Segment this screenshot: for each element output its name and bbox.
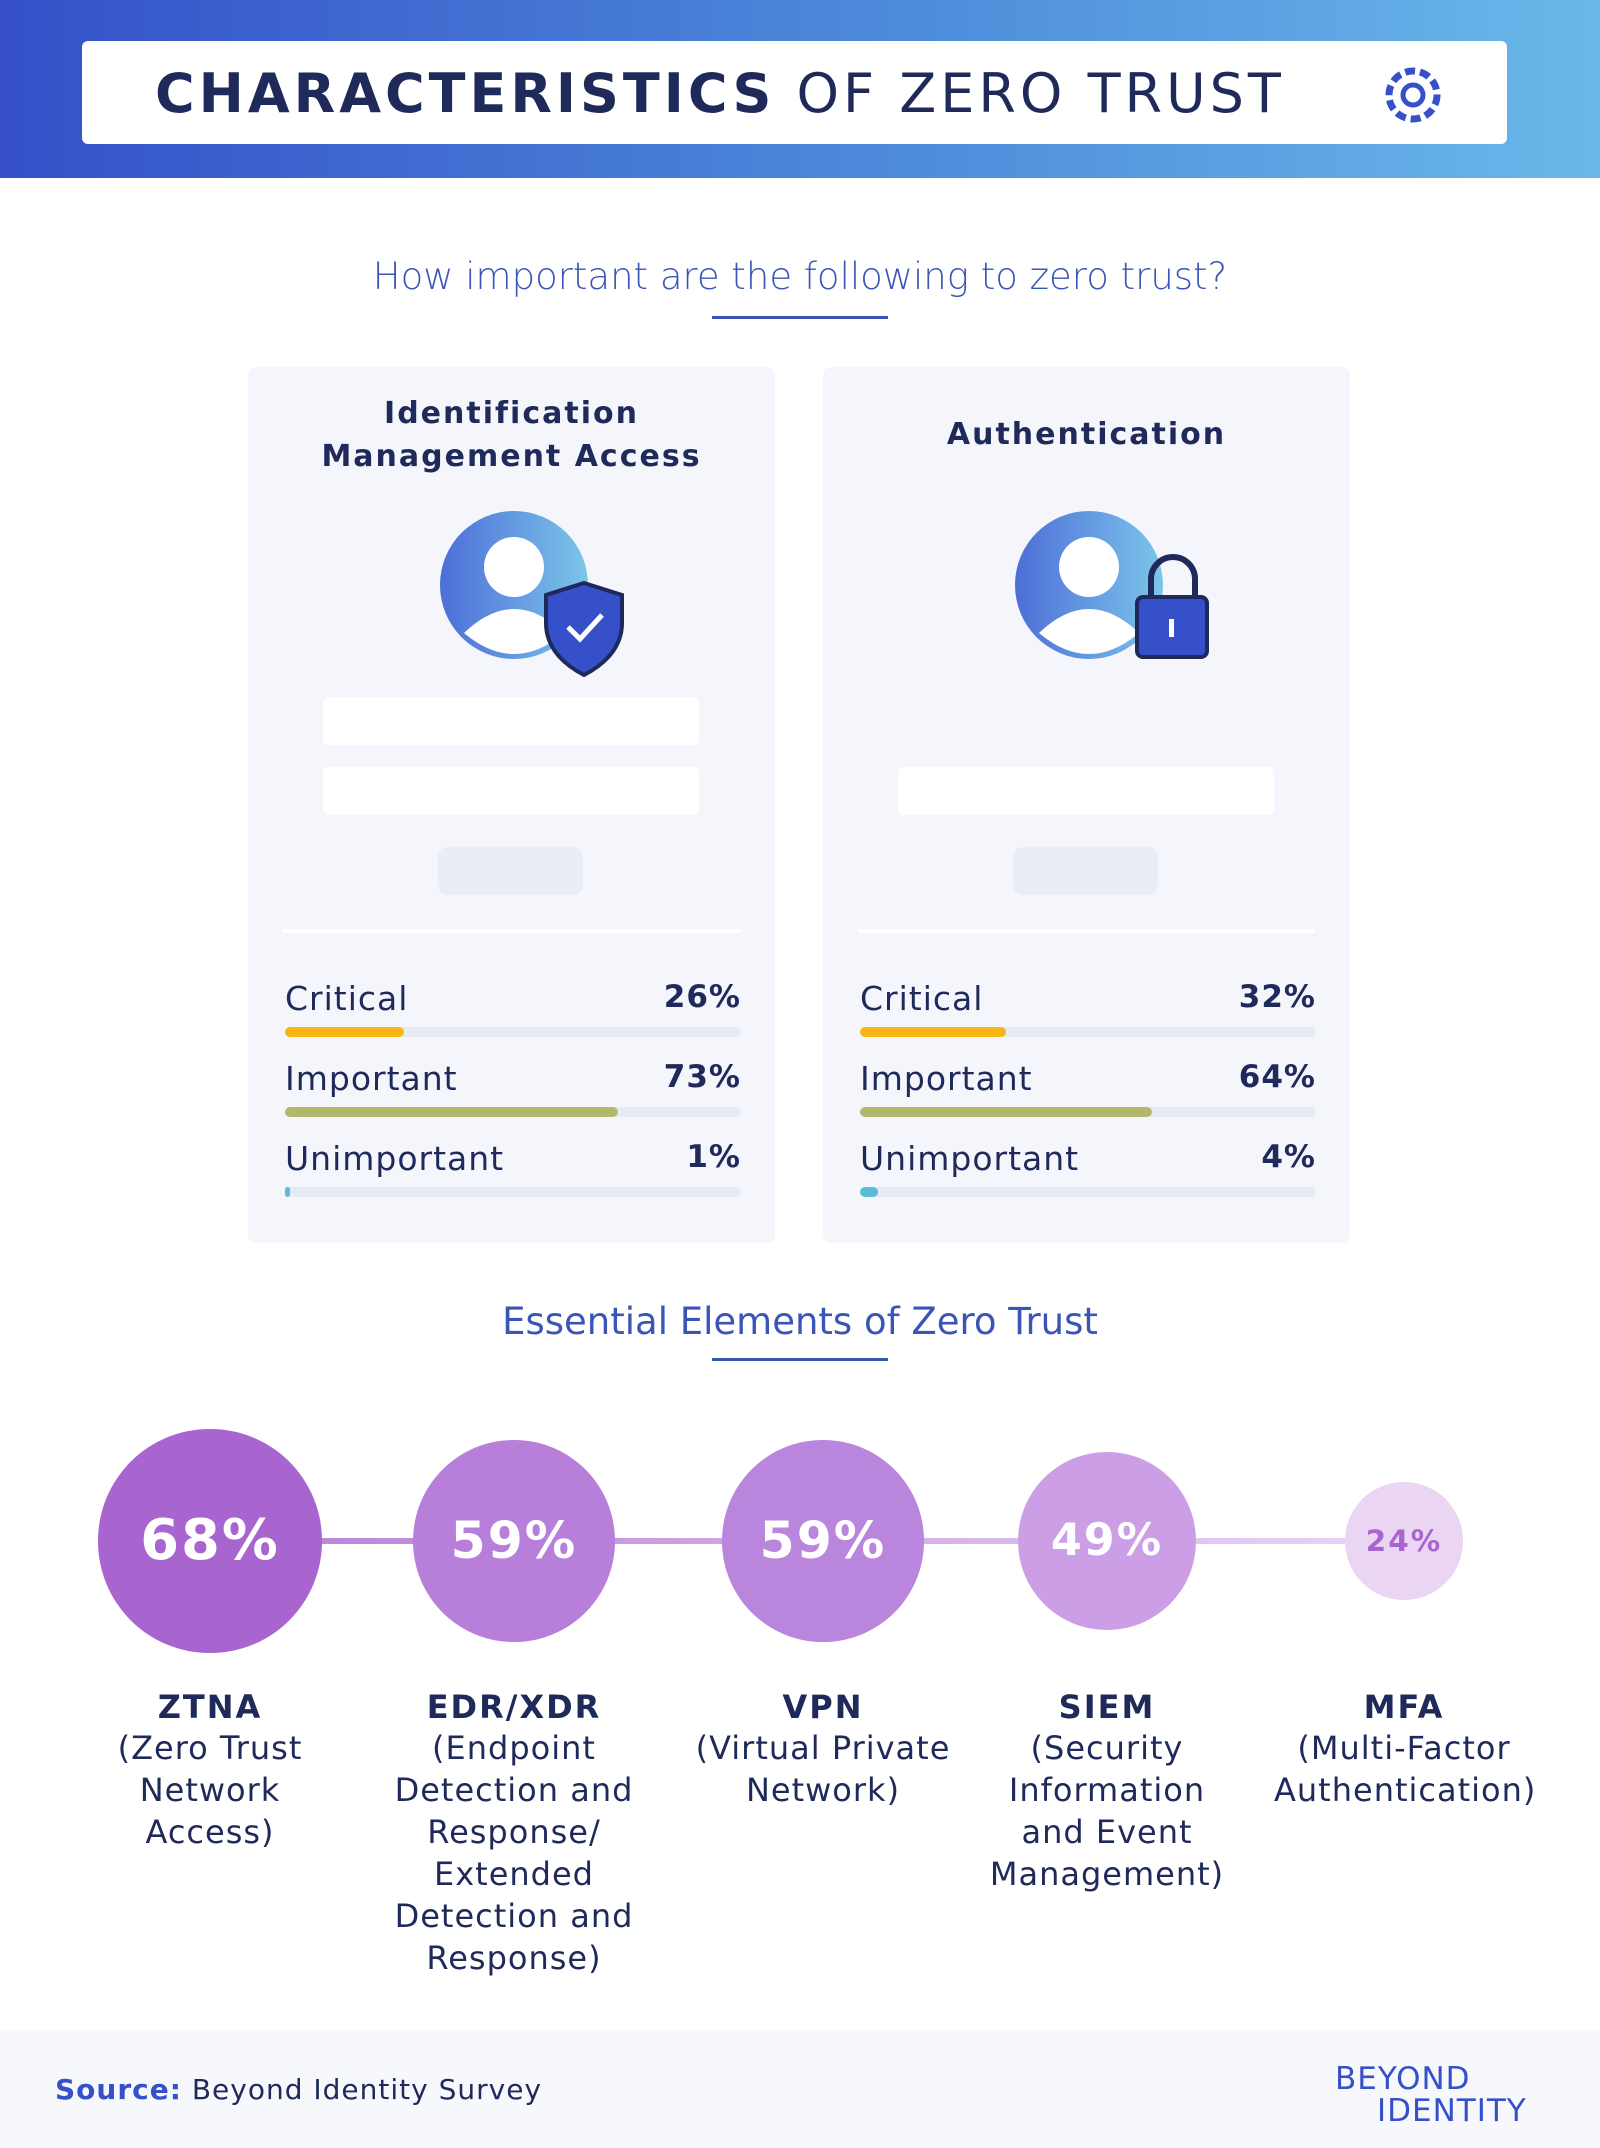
element-desc: (Virtual Private Network) [695,1729,951,1809]
element-name: MFA [1363,1688,1445,1726]
bubble-label: 24% [1365,1523,1443,1558]
element-name: SIEM [1058,1688,1156,1726]
row-label: Important [285,1059,458,1098]
form-button [438,847,583,895]
element-name: EDR/XDR [426,1688,602,1726]
form-button [1013,847,1158,895]
question-underline [712,316,888,319]
form-field [898,767,1274,815]
row-value: 73% [663,1059,741,1095]
bubble: 24% [1345,1482,1463,1600]
bubble: 49% [1018,1452,1196,1630]
divider [283,929,740,933]
logo: BEYOND IDENTITY [1335,2063,1527,2127]
divider [858,929,1315,933]
bar [285,1107,618,1117]
bubble: 59% [722,1440,924,1642]
row-label: Unimportant [285,1139,505,1178]
row-value: 26% [663,979,741,1015]
row-label: Important [860,1059,1033,1098]
bar [860,1187,879,1197]
row-value: 32% [1238,979,1316,1015]
row-value: 4% [1261,1139,1316,1175]
logo-line: IDENTITY [1377,2093,1527,2129]
bubble-label: 59% [450,1511,578,1571]
user-icon [1015,511,1209,659]
header-box [82,41,1507,144]
bar-track [860,1187,1316,1197]
element-desc: (Endpoint Detection and Response/ Extend… [394,1729,634,1977]
bar-track [860,1027,1316,1037]
question: How important are the following to zero … [372,255,1228,298]
bubble: 59% [413,1440,615,1642]
form-field [323,767,699,815]
bar [860,1107,1152,1117]
bubble-label: 49% [1050,1515,1164,1567]
row-value: 64% [1238,1059,1316,1095]
bar [860,1027,1006,1037]
logo-line: BEYOND [1335,2061,1471,2097]
element-desc: (Security Information and Event Manageme… [989,1729,1225,1893]
element-desc: (Zero Trust Network Access) [117,1729,303,1851]
bubble-label: 59% [759,1511,887,1571]
row-value: 1% [686,1139,741,1175]
card-title: Authentication [946,417,1227,452]
footer [0,2030,1600,2148]
header-title: CHARACTERISTICS OF ZERO TRUST [155,62,1285,125]
element-desc: (Multi-Factor Authentication) [1274,1729,1537,1809]
form-field [323,697,699,745]
bar [285,1187,290,1197]
element-name: ZTNA [157,1688,263,1726]
title-bold: CHARACTERISTICS [155,62,776,125]
bar [285,1027,404,1037]
bubble-label: 68% [140,1508,280,1574]
section-title: Essential Elements of Zero Trust [502,1300,1098,1343]
row-label: Unimportant [860,1139,1080,1178]
bubble: 68% [98,1429,322,1653]
row-label: Critical [860,979,984,1018]
section-underline [712,1358,888,1361]
element-name: VPN [782,1688,864,1726]
bar-track [285,1027,741,1037]
row-label: Critical [285,979,409,1018]
title-light: OF ZERO TRUST [796,62,1285,125]
source: Source: Beyond Identity Survey [55,2073,542,2106]
header-icon [1385,67,1441,123]
card-title: Identification Management Access [321,396,702,474]
source-text: Beyond Identity Survey [191,2073,543,2106]
bar-track [285,1187,741,1197]
source-label: Source: [55,2073,182,2106]
user-icon [440,511,624,678]
